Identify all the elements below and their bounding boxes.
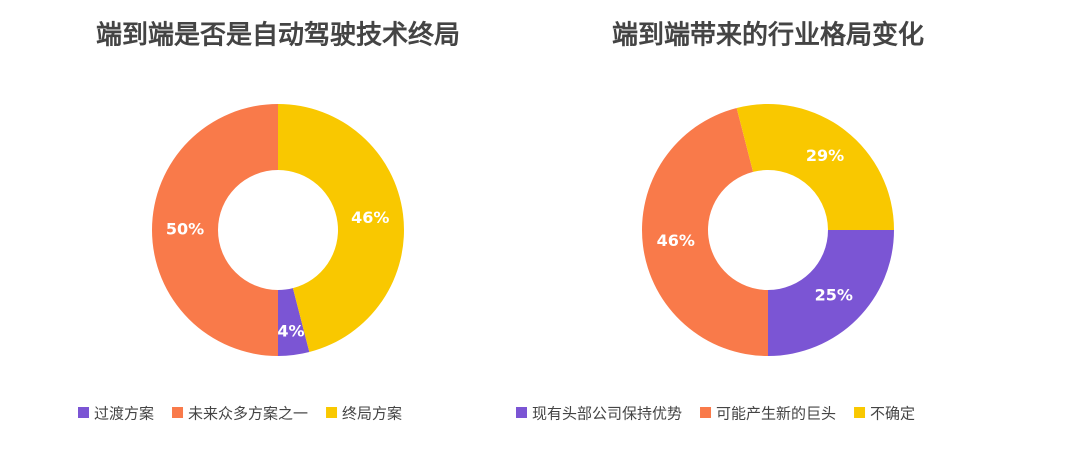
donut-segment (736, 103, 895, 230)
chart-title: 端到端带来的行业格局变化 (612, 20, 924, 51)
legend-swatch (172, 407, 184, 418)
value-label: 46% (351, 208, 389, 227)
legend-label: 终局方案 (342, 405, 402, 423)
chart-title: 端到端是否是自动驾驶技术终局 (96, 20, 460, 51)
legend-swatch (854, 407, 866, 418)
legend-swatch (516, 407, 527, 418)
legend-label: 可能产生新的巨头 (716, 405, 836, 423)
legend-label: 未来众多方案之一 (188, 405, 308, 423)
legend-swatch (326, 407, 338, 418)
legend-label: 现有头部公司保持优势 (532, 405, 682, 423)
value-label: 4% (277, 322, 304, 341)
donut-segment (152, 104, 278, 356)
donut-segment (768, 230, 894, 356)
value-label: 46% (657, 231, 695, 250)
legend-swatch (78, 407, 89, 418)
value-label: 25% (815, 285, 853, 304)
value-label: 29% (806, 146, 844, 165)
donut-segment (278, 288, 310, 356)
value-label: 50% (166, 220, 204, 239)
donut-segment (642, 107, 768, 356)
legend-label: 不确定 (870, 405, 915, 423)
legend-swatch (700, 407, 712, 418)
legend-label: 过渡方案 (94, 405, 154, 423)
donut-segment (278, 104, 405, 353)
